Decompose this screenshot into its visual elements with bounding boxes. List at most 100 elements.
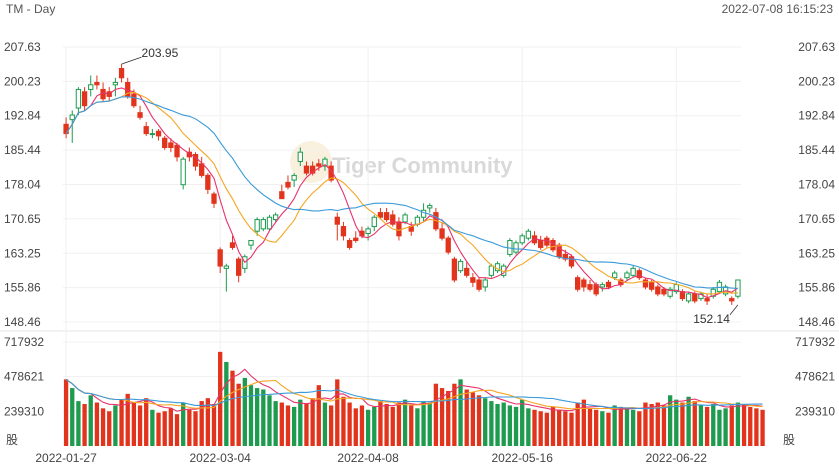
annotation-label: 203.95 — [142, 46, 179, 60]
volume-bar — [717, 409, 722, 446]
volume-bar — [483, 398, 488, 446]
candle-body — [285, 181, 291, 188]
volume-bar — [729, 405, 734, 446]
candle-body — [309, 165, 316, 174]
candle-body — [353, 237, 359, 241]
price-tick-right: 178.04 — [798, 178, 835, 192]
candle-body — [587, 284, 593, 290]
candle-body — [599, 284, 605, 288]
volume-bar — [723, 408, 728, 446]
candle-body — [611, 272, 618, 279]
volume-bar — [674, 399, 679, 446]
volume-bar — [655, 402, 660, 446]
volume-bar — [649, 403, 654, 446]
volume-bar — [711, 403, 716, 446]
volume-bar — [575, 402, 580, 446]
candle-body — [371, 216, 377, 228]
price-ma5-line — [65, 87, 739, 299]
volume-bar — [94, 402, 100, 446]
axes: 207.63 207.63 200.23 200.23 192.84 192.84 185.… — [0, 40, 839, 465]
volume-bar — [680, 402, 685, 446]
price-tick-left: 207.63 — [4, 40, 41, 54]
volume-bar — [137, 405, 143, 446]
volume-bar — [273, 401, 278, 446]
volume-bar — [526, 408, 531, 446]
candle-body — [118, 68, 125, 79]
candle-body — [605, 281, 612, 288]
candle-body — [334, 216, 340, 225]
candle-body — [297, 151, 303, 162]
candle-body — [346, 239, 353, 248]
candle-body — [624, 272, 630, 279]
volume-bar — [211, 403, 217, 446]
volume-bar — [600, 411, 605, 446]
volume-bar — [144, 398, 149, 446]
candle-body — [291, 174, 297, 181]
volume-bar — [741, 403, 747, 446]
candle-body — [94, 81, 100, 86]
volume-bar — [285, 405, 291, 446]
candle-body — [81, 91, 88, 107]
candle-body — [729, 298, 735, 302]
x-tick-label: 2022-01-27 — [35, 451, 97, 465]
volume-tick-left: 478621 — [4, 370, 44, 384]
volume-bar — [735, 402, 741, 446]
candle-body — [88, 84, 94, 90]
volume-bar — [205, 398, 211, 446]
volume-bar — [298, 399, 303, 446]
volume-bar — [446, 390, 451, 446]
volume-bar — [248, 385, 254, 446]
volume-bar — [538, 411, 543, 446]
price-tick-left: 185.44 — [4, 143, 41, 157]
volume-bar — [458, 379, 463, 446]
volume-bar — [199, 401, 204, 446]
volume-bar — [390, 406, 395, 446]
price-tick-right: 170.65 — [798, 212, 835, 226]
candle-body — [205, 174, 211, 190]
annotation-leader — [729, 304, 739, 316]
candle-body — [642, 279, 649, 288]
annotations: 203.95 152.14 — [121, 46, 739, 326]
volume-bar — [563, 411, 568, 446]
volume-bar — [760, 409, 765, 446]
x-tick-label: 2022-06-22 — [646, 451, 708, 465]
price-tick-right: 148.46 — [798, 315, 835, 329]
candle-body — [131, 93, 137, 107]
volume-bar — [698, 405, 704, 446]
volume-bar — [476, 395, 482, 446]
annotation-leader — [121, 56, 142, 65]
volume-bar — [587, 408, 593, 446]
candle-body — [168, 142, 174, 149]
candle-body — [470, 277, 476, 283]
candle-body — [211, 193, 217, 204]
volume-bar — [316, 385, 321, 446]
volume-bar — [187, 409, 192, 446]
volume-bar — [692, 401, 697, 446]
volume-bars — [63, 351, 765, 446]
candle-body — [482, 279, 488, 288]
candle-body — [143, 126, 149, 135]
candle-body — [581, 279, 587, 288]
volume-bar — [107, 411, 112, 446]
candle-body — [439, 228, 445, 239]
volume-bar — [581, 399, 586, 446]
candle-body — [390, 214, 396, 225]
candle-body — [568, 256, 575, 267]
candle-body — [679, 291, 686, 300]
candle-body — [685, 293, 692, 302]
volume-bar — [754, 408, 759, 446]
volume-bar — [452, 383, 457, 446]
candle-body — [476, 279, 482, 290]
volume-bar — [76, 401, 81, 446]
candle-body — [667, 288, 673, 297]
volume-bar — [396, 402, 402, 446]
x-tick-label: 2022-04-08 — [337, 451, 399, 465]
volume-bar — [433, 383, 439, 446]
candle-body — [457, 260, 464, 272]
candle-body — [137, 112, 143, 118]
price-tick-left: 200.23 — [4, 74, 41, 88]
candle-body — [272, 214, 279, 221]
volume-bar — [150, 409, 155, 446]
candle-body — [248, 239, 254, 246]
candle-body — [427, 205, 433, 209]
